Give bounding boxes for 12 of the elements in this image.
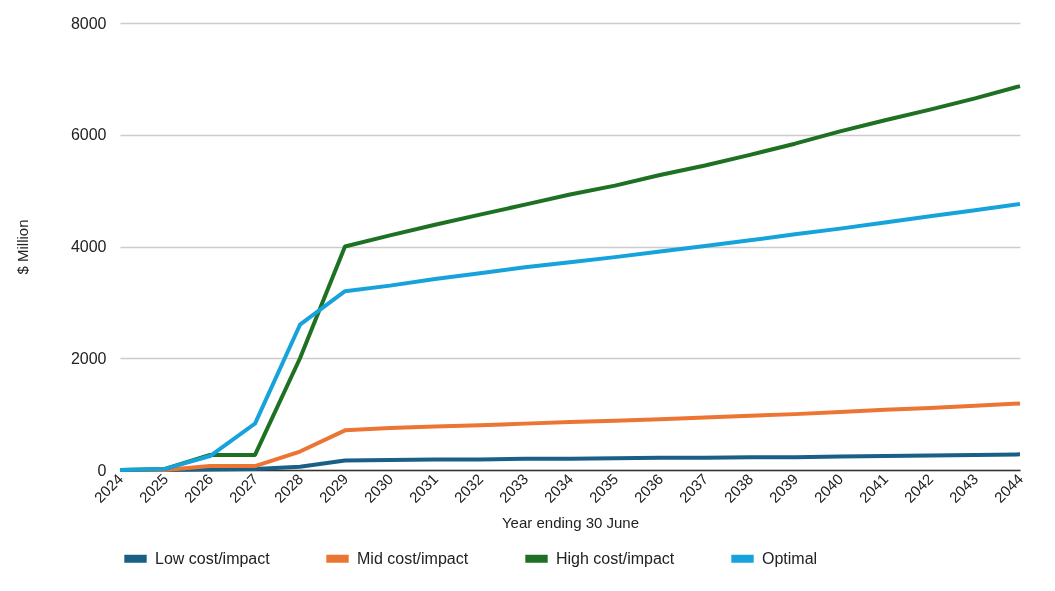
- line-series: [118, 202, 1022, 472]
- y-tick-label: 6000: [70, 126, 107, 144]
- legend-label: High cost/impact: [556, 549, 675, 567]
- legend-label: Optimal: [762, 549, 818, 567]
- y-axis-title: $ Million: [13, 219, 31, 275]
- y-tick-label: 4000: [70, 238, 107, 255]
- y-tick-label: 0: [97, 461, 107, 479]
- y-tick-label: 2000: [70, 349, 107, 367]
- legend-label: Mid cost/impact: [357, 549, 469, 567]
- y-tick-label: 8000: [70, 14, 107, 32]
- legend-label: Low cost/impact: [155, 549, 271, 567]
- x-axis-title: Year ending 30 June: [501, 513, 640, 531]
